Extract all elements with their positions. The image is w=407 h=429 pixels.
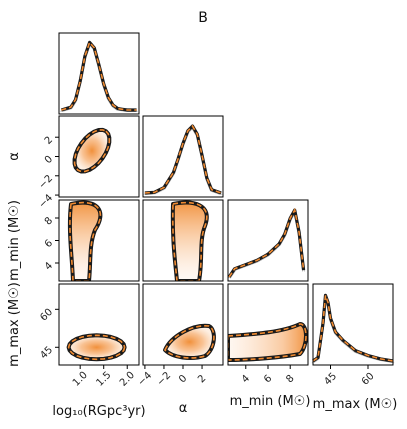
x-axis-label-alpha: α [179, 401, 188, 416]
marginal-draw-logR [60, 42, 136, 112]
xtick-label-alpha: 2 [196, 373, 208, 385]
ytick-label-mmin: 6 [43, 238, 55, 250]
marginal-draw-mmin [230, 210, 306, 279]
panel-alpha-mmin-contour-dash [172, 201, 208, 281]
ytick-label-alpha: 2 [43, 135, 55, 147]
figure-title: B [198, 10, 208, 26]
xtick-label-mmin: 8 [284, 373, 296, 385]
marginal-draw-logR [60, 43, 136, 112]
xtick-label-logR: 2.0 [118, 370, 137, 389]
xtick-label-mmin: 6 [262, 373, 274, 385]
xtick-label-logR: 1.5 [94, 370, 113, 389]
xtick-label-alpha: −4 [136, 370, 154, 388]
marginal-dash-mmin [228, 207, 305, 278]
panel-alpha-mmax-contour-dash [164, 325, 215, 359]
panel-frame-mmin-mmin [227, 199, 309, 282]
ytick-label-alpha: 0 [43, 154, 55, 166]
panel-logR-mmin-density [69, 202, 101, 281]
y-axis-label-alpha: α [7, 152, 22, 161]
panel-alpha-mmax-density [165, 325, 214, 358]
marginal-curve-logR [60, 40, 137, 112]
marginal-dash-mmax [312, 295, 394, 362]
panel-frame-logR-logR [58, 32, 140, 115]
y-axis-label-mmax: m_max (M☉) [7, 282, 22, 367]
panel-frame-alpha-mmin [142, 199, 224, 282]
xtick-label-logR: 1.0 [71, 370, 90, 389]
x-axis-label-mmax: m_max (M☉) [313, 397, 398, 412]
xtick-label-alpha: 0 [177, 373, 189, 385]
panel-logR-mmin-contour-dash [69, 201, 102, 281]
marginal-draw-mmax [314, 297, 395, 363]
panel-logR-mmax-density [68, 335, 125, 360]
panel-frame-logR-mmax [58, 283, 140, 366]
ytick-label-mmax: 60 [38, 307, 55, 324]
ytick-label-mmin: 4 [43, 260, 55, 272]
ytick-label-mmin: 8 [43, 215, 55, 227]
panel-frame-alpha-alpha [142, 115, 224, 198]
x-axis-label-logR: log₁₀(RGpc³yr) [52, 404, 145, 419]
panel-logR-alpha-contour-dash [73, 129, 111, 173]
panel-mmin-mmax-contour-dash [228, 323, 307, 361]
ytick-label-mmax: 45 [38, 345, 55, 362]
y-axis-label-mmin: m_min (M☉) [7, 200, 22, 281]
xtick-label-alpha: −2 [155, 370, 173, 388]
ytick-label-alpha: −4 [37, 192, 55, 210]
marginal-dash-alpha [144, 124, 222, 194]
panel-frame-mmax-mmax [312, 283, 394, 366]
x-axis-label-mmin: m_min (M☉) [230, 394, 311, 409]
panel-logR-mmax-contour-dash [67, 334, 126, 361]
marginal-curve-mmin [227, 208, 306, 278]
xtick-label-mmax: 45 [322, 371, 339, 388]
xtick-label-mmin: 4 [240, 373, 252, 385]
panel-logR-alpha-density [74, 129, 110, 172]
ytick-label-alpha: −2 [37, 173, 55, 191]
panel-mmin-mmax-density [228, 324, 306, 360]
panel-alpha-mmin-density [172, 202, 207, 281]
marginal-dash-logR [61, 40, 137, 111]
xtick-label-mmax: 60 [360, 371, 377, 388]
